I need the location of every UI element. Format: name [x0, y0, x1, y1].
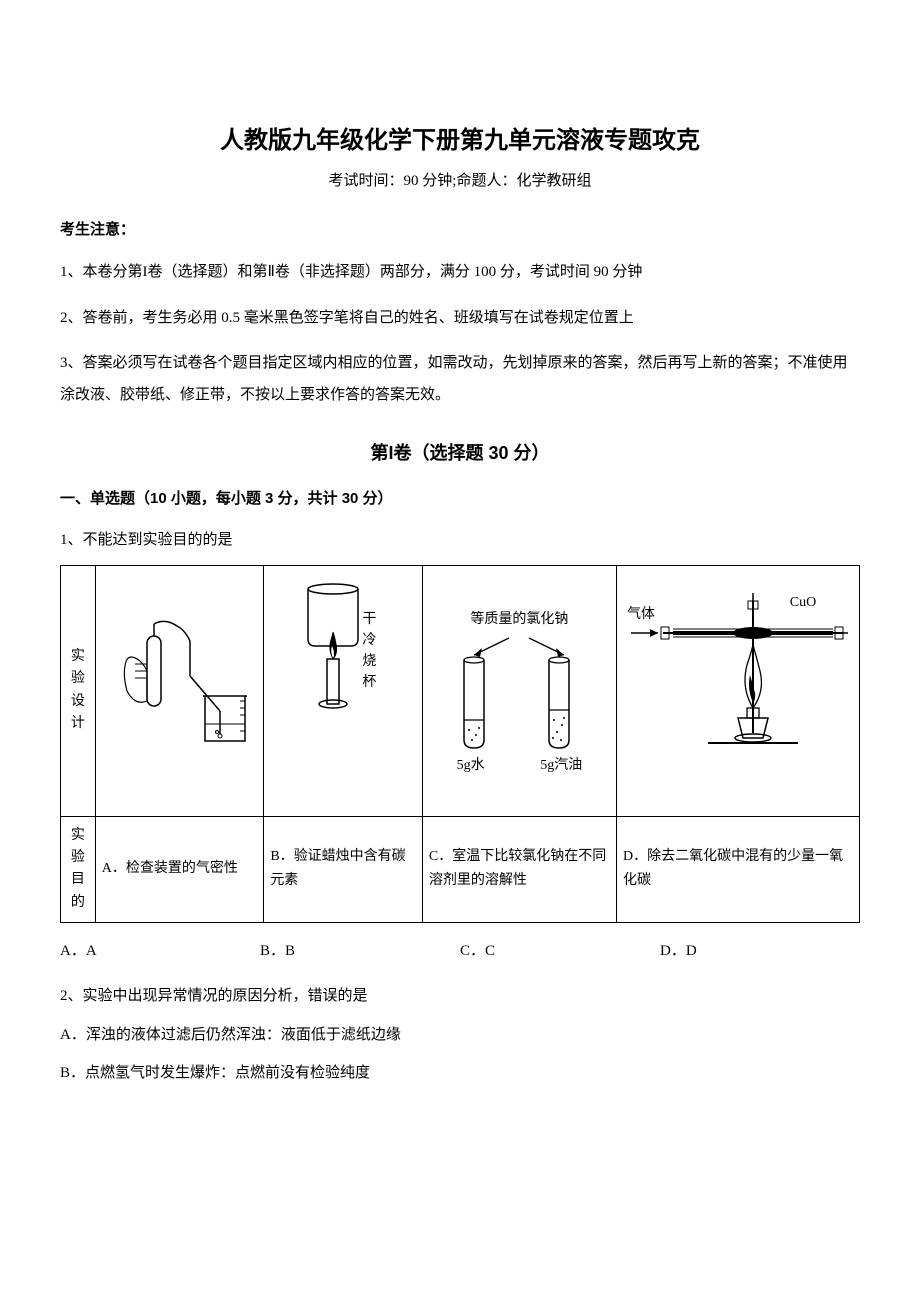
row1-label-text: 实验设计 [67, 646, 89, 736]
diagram-c: 等质量的氯化钠 [422, 565, 616, 816]
diagram-a [95, 565, 264, 816]
q1-opt-b: B．B [260, 939, 460, 960]
q1-table: 实验设计 [60, 565, 860, 924]
row1-label: 实验设计 [61, 565, 96, 816]
q1-opt-a: A．A [60, 939, 260, 960]
q1-opt-c: C．C [460, 939, 660, 960]
purpose-b: B．验证蜡烛中含有碳元素 [264, 816, 423, 923]
label-cold: 冷 [362, 630, 382, 651]
diagram-b: 干 冷 烧 杯 [264, 565, 423, 816]
label-burn: 烧 [362, 651, 382, 672]
label-cup: 杯 [362, 672, 382, 693]
part1-heading: 一、单选题（10 小题，每小题 3 分，共计 30 分） [60, 487, 860, 508]
q1-opt-d: D．D [660, 939, 860, 960]
q2-opt-a: A．浑浊的液体过滤后仍然浑浊：液面低于滤纸边缘 [60, 1021, 860, 1050]
doc-title: 人教版九年级化学下册第九单元溶液专题攻克 [60, 120, 860, 155]
purpose-d: D．除去二氧化碳中混有的少量一氧化碳 [617, 816, 860, 923]
table-row: 实验目的 A．检查装置的气密性 B．验证蜡烛中含有碳元素 C．室温下比较氯化钠在… [61, 816, 860, 923]
equal-mass-label: 等质量的氯化钠 [429, 608, 610, 628]
notice-item-1: 1、本卷分第I卷（选择题）和第Ⅱ卷（非选择题）两部分，满分 100 分，考试时间… [60, 257, 860, 289]
notice-item-2: 2、答卷前，考生务必用 0.5 毫米黑色签字笔将自己的姓名、班级填写在试卷规定位… [60, 303, 860, 335]
right-tube-label: 5g汽油 [540, 754, 582, 774]
purpose-a: A．检查装置的气密性 [95, 816, 264, 923]
gas-label: 气体 [627, 603, 667, 623]
q1-options: A．A B．B C．C D．D [60, 939, 860, 960]
apparatus-b-icon [273, 574, 413, 724]
row2-label: 实验目的 [61, 816, 96, 923]
row2-label-text: 实验目的 [67, 825, 89, 915]
q2-stem: 2、实验中出现异常情况的原因分析，错误的是 [60, 982, 860, 1011]
apparatus-a-icon [105, 616, 255, 766]
notice-heading: 考生注意： [60, 218, 860, 239]
section-1-title: 第I卷（选择题 30 分） [60, 439, 860, 465]
apparatus-c-icon [434, 630, 604, 760]
purpose-c: C．室温下比较氯化钠在不同溶剂里的溶解性 [422, 816, 616, 923]
diagram-d: 气体 CuO [617, 565, 860, 816]
q1-stem: 1、不能达到实验目的的是 [60, 526, 860, 555]
doc-subtitle: 考试时间：90 分钟;命题人：化学教研组 [60, 169, 860, 190]
q2-opt-b: B．点燃氢气时发生爆炸：点燃前没有检验纯度 [60, 1059, 860, 1088]
left-tube-label: 5g水 [457, 754, 485, 774]
cuo-label: CuO [783, 595, 823, 611]
table-row: 实验设计 [61, 565, 860, 816]
label-dry: 干 [362, 609, 382, 630]
notice-item-3: 3、答案必须写在试卷各个题目指定区域内相应的位置，如需改动，先划掉原来的答案，然… [60, 348, 860, 411]
